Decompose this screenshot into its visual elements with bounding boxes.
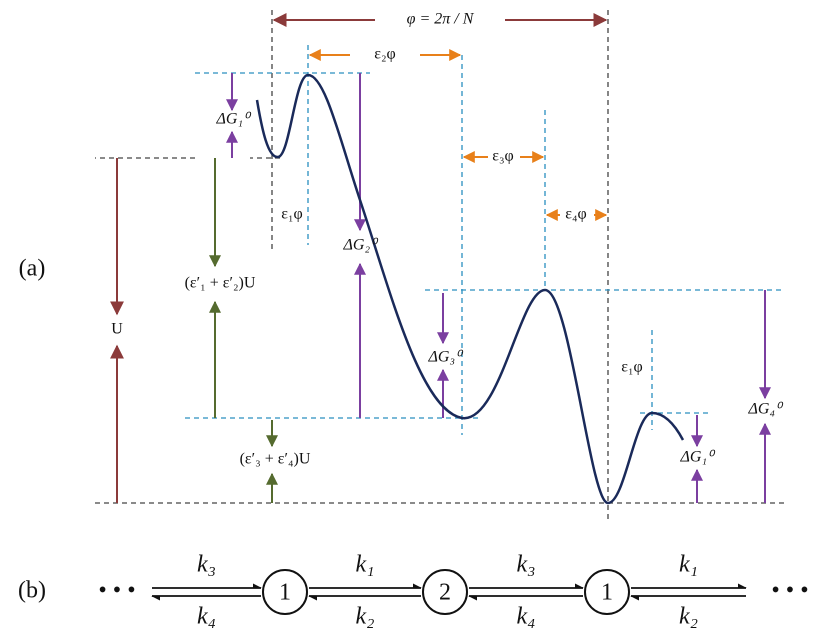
period-label: φ = 2π / N [407, 11, 475, 28]
rate-label: k₂ [679, 604, 698, 630]
panel-label: (a) [19, 256, 46, 282]
barrier-label: ΔG₄⁰ [748, 401, 785, 418]
rate-label: k₄ [197, 604, 216, 630]
scheme: 1 2 1 k₃ k₄ k₁ k₂ k₃ k₄ k₁ k₂ [151, 552, 747, 630]
shift-label: ε₄φ [565, 206, 587, 223]
state-label: 1 [601, 580, 613, 606]
state-circle [262, 569, 308, 615]
shift-label: ε₁φ [281, 206, 303, 223]
energy-curve [255, 73, 685, 505]
rate-label: k₃ [517, 552, 536, 578]
barrier-label: ΔG₁⁰ [216, 111, 253, 128]
state-label: 1 [279, 580, 291, 606]
shift-label: ε₃φ [492, 148, 514, 165]
panel-label: (b) [18, 578, 46, 604]
ellipsis: • • • [98, 578, 135, 604]
state-label: 2 [439, 580, 451, 606]
ellipsis: • • • [771, 578, 808, 604]
state-circle [422, 569, 468, 615]
shift-label: ε₁φ [621, 359, 643, 376]
potential-label: U [111, 321, 123, 338]
fraction-label: (ε′₃ + ε′₄)U [240, 451, 311, 468]
rate-label: k₁ [356, 552, 375, 578]
barrier-label: ΔG₃⁰ [428, 349, 465, 366]
rate-label: k₄ [517, 604, 536, 630]
rate-label: k₂ [356, 604, 375, 630]
shift-label: ε₂φ [374, 46, 396, 63]
barrier-label: ΔG₂⁰ [343, 237, 380, 254]
guide-lines [95, 10, 785, 520]
barrier-label: ΔG₁⁰ [680, 449, 717, 466]
rate-label: k₁ [679, 552, 698, 578]
rate-label: k₃ [197, 552, 216, 578]
state-circle [584, 569, 630, 615]
fraction-label: (ε′₁ + ε′₂)U [185, 275, 256, 292]
